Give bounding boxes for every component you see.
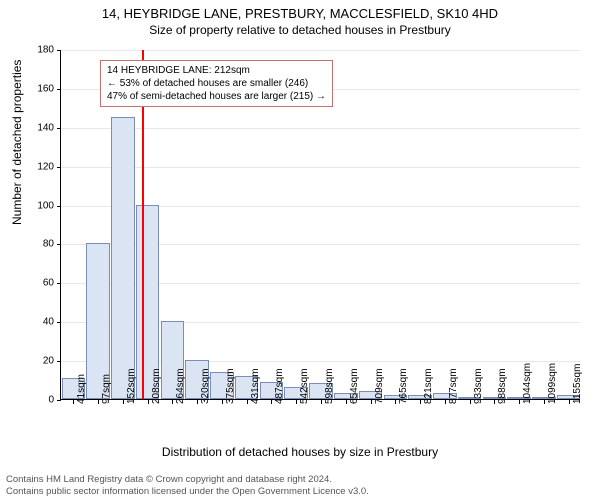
ytick-mark [57,244,61,245]
ytick-label: 0 [24,395,54,406]
chart-title-line1: 14, HEYBRIDGE LANE, PRESTBURY, MACCLESFI… [0,6,600,21]
chart-title-block: 14, HEYBRIDGE LANE, PRESTBURY, MACCLESFI… [0,0,600,37]
y-axis-label: Number of detached properties [10,60,24,225]
ytick-label: 140 [24,122,54,133]
xtick-mark [296,400,297,404]
footer-attribution: Contains HM Land Registry data © Crown c… [6,474,369,498]
gridline [61,167,580,168]
xtick-mark [321,400,322,404]
xtick-mark [470,400,471,404]
ytick-mark [57,283,61,284]
xtick-mark [371,400,372,404]
ytick-mark [57,322,61,323]
xtick-mark [98,400,99,404]
annotation-box: 14 HEYBRIDGE LANE: 212sqm ← 53% of detac… [100,60,333,107]
chart-title-line2: Size of property relative to detached ho… [0,23,600,37]
gridline [61,128,580,129]
xtick-mark [123,400,124,404]
xtick-mark [247,400,248,404]
ytick-mark [57,167,61,168]
ytick-label: 180 [24,45,54,56]
xtick-mark [519,400,520,404]
ytick-mark [57,89,61,90]
ytick-label: 100 [24,200,54,211]
xtick-mark [346,400,347,404]
ytick-label: 120 [24,161,54,172]
x-axis-label: Distribution of detached houses by size … [0,445,600,459]
xtick-mark [494,400,495,404]
xtick-label: 1155sqm [572,364,583,404]
ytick-label: 160 [24,83,54,94]
chart-area: 02040608010012014016018041sqm97sqm152sqm… [60,50,580,400]
xtick-mark [420,400,421,404]
xtick-mark [172,400,173,404]
ytick-mark [57,50,61,51]
histogram-bar [111,117,135,399]
ytick-label: 80 [24,239,54,250]
ytick-label: 40 [24,317,54,328]
ytick-label: 60 [24,278,54,289]
annotation-line1: 14 HEYBRIDGE LANE: 212sqm [107,64,326,77]
ytick-mark [57,361,61,362]
ytick-mark [57,128,61,129]
ytick-label: 20 [24,356,54,367]
annotation-line3: 47% of semi-detached houses are larger (… [107,90,326,103]
xtick-mark [445,400,446,404]
gridline [61,50,580,51]
ytick-mark [57,400,61,401]
xtick-mark [222,400,223,404]
xtick-mark [569,400,570,404]
xtick-mark [544,400,545,404]
annotation-line2: ← 53% of detached houses are smaller (24… [107,77,326,90]
footer-line2: Contains public sector information licen… [6,486,369,498]
xtick-mark [395,400,396,404]
xtick-mark [271,400,272,404]
xtick-mark [73,400,74,404]
xtick-mark [197,400,198,404]
ytick-mark [57,206,61,207]
footer-line1: Contains HM Land Registry data © Crown c… [6,474,369,486]
xtick-mark [148,400,149,404]
